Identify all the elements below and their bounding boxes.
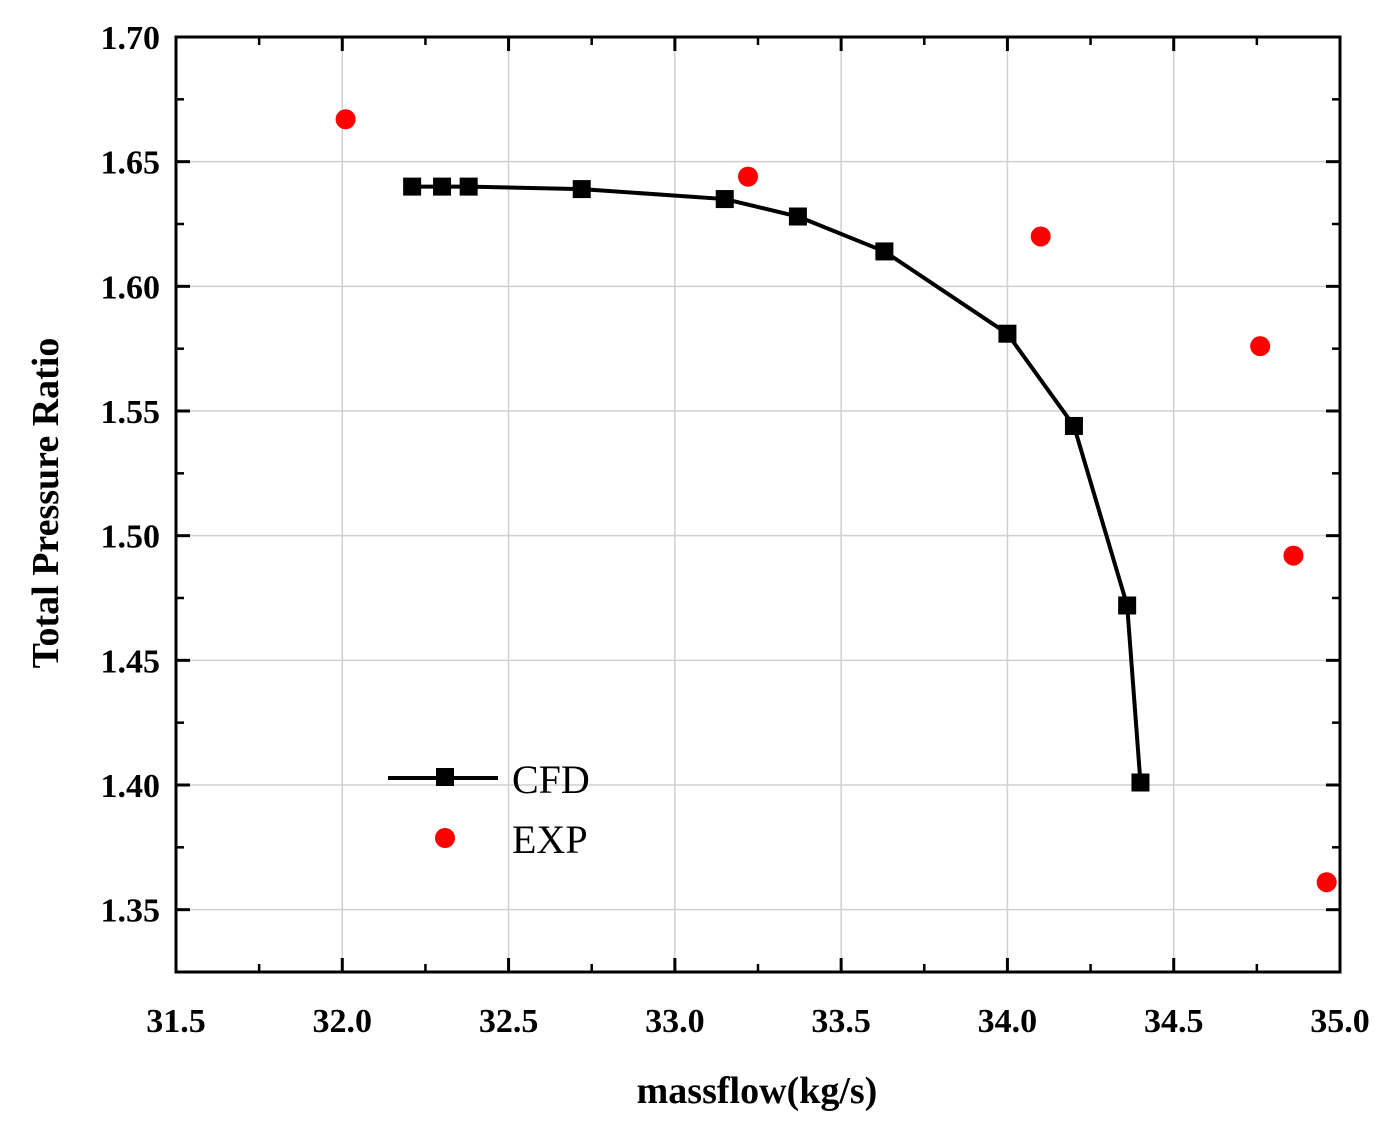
y-tick-label: 1.40 [101, 768, 161, 805]
x-tick-labels: 31.5 32.0 32.5 33.0 33.5 34.0 34.5 35.0 [146, 1003, 1370, 1040]
cfd-point [875, 242, 894, 261]
y-axis-title: Total Pressure Ratio [25, 338, 67, 669]
x-tick-label: 32.5 [479, 1003, 539, 1040]
x-tick-label: 35.0 [1310, 1003, 1370, 1040]
y-tick-label: 1.55 [101, 394, 161, 431]
cfd-point [459, 177, 478, 196]
y-tick-labels: 1.35 1.40 1.45 1.50 1.55 1.60 1.65 1.70 [101, 20, 161, 930]
x-tick-label: 34.0 [978, 1003, 1038, 1040]
y-tick-label: 1.60 [101, 269, 161, 306]
y-tick-label: 1.35 [101, 893, 161, 930]
x-tick-label: 32.0 [313, 1003, 373, 1040]
grid-lines [175, 36, 1341, 972]
x-tick-label: 31.5 [146, 1003, 206, 1040]
x-tick-label: 34.5 [1144, 1003, 1204, 1040]
exp-point [738, 166, 759, 187]
series-layer [335, 109, 1337, 893]
cfd-series-line [412, 184, 1143, 783]
x-axis-title: massflow(kg/s) [637, 1070, 878, 1112]
exp-point [335, 109, 356, 130]
y-tick-label: 1.50 [101, 519, 161, 556]
legend-cfd-label: CFD [512, 757, 590, 802]
exp-point [1030, 226, 1051, 247]
legend-exp-marker [435, 828, 455, 848]
y-tick-label: 1.45 [101, 643, 161, 680]
cfd-point [1118, 596, 1137, 615]
x-tick-label: 33.5 [811, 1003, 871, 1040]
legend-cfd-marker [436, 768, 454, 786]
axis-ticks [174, 35, 1342, 974]
cfd-point [715, 190, 734, 209]
cfd-point [998, 324, 1017, 343]
exp-point [1316, 872, 1337, 893]
y-tick-label: 1.65 [101, 145, 161, 182]
exp-point [1283, 545, 1304, 566]
cfd-point [788, 207, 807, 226]
legend-exp-label: EXP [512, 817, 588, 862]
cfd-point [433, 177, 452, 196]
cfd-point [1064, 416, 1083, 435]
legend: CFD EXP [388, 757, 590, 862]
exp-point [1250, 336, 1271, 357]
cfd-point [572, 180, 591, 199]
cfd-point [1131, 773, 1150, 792]
x-tick-label: 33.0 [645, 1003, 705, 1040]
y-tick-label: 1.70 [101, 20, 161, 57]
cfd-point [403, 177, 422, 196]
